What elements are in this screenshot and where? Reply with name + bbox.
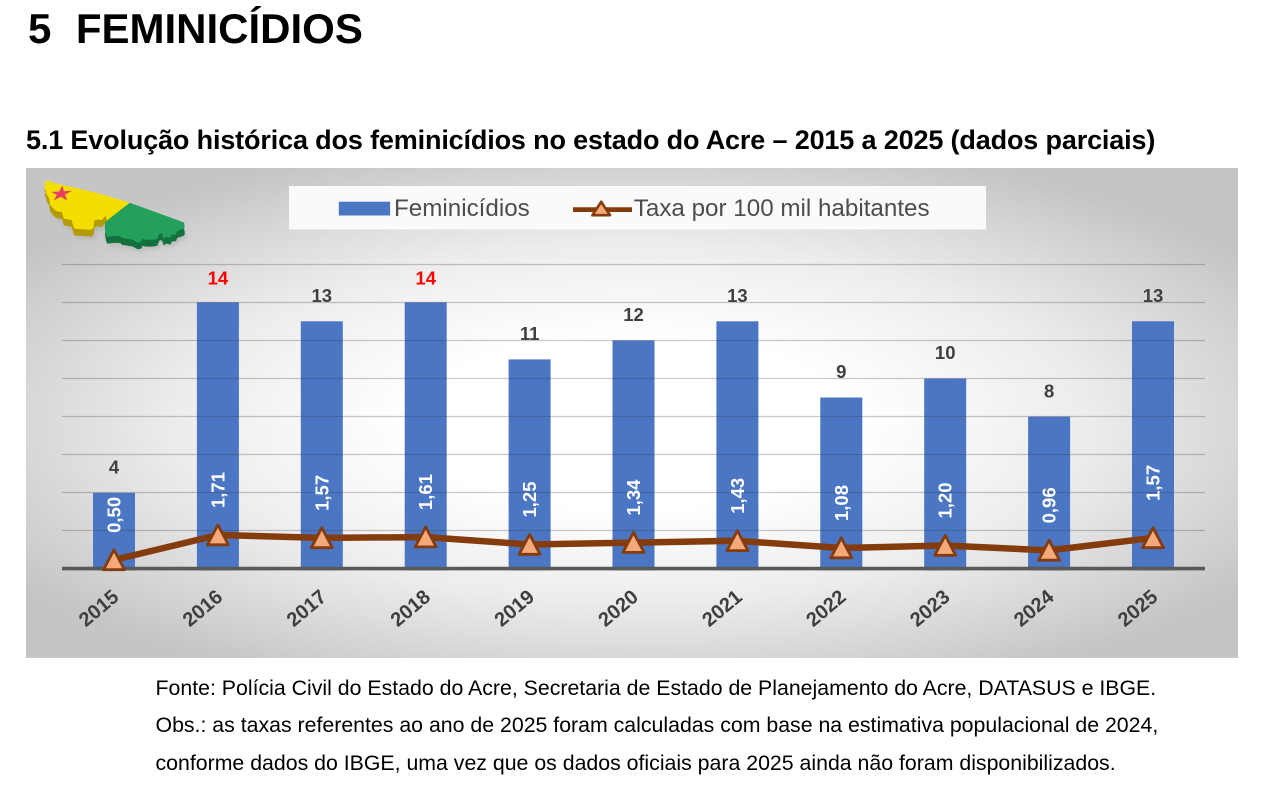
- svg-text:2016: 2016: [179, 586, 227, 631]
- svg-text:0,96: 0,96: [1039, 487, 1060, 523]
- svg-text:11: 11: [520, 323, 540, 344]
- svg-text:1,34: 1,34: [623, 479, 644, 516]
- svg-text:1,71: 1,71: [207, 472, 228, 508]
- svg-text:2017: 2017: [283, 586, 331, 631]
- svg-text:13: 13: [1143, 285, 1164, 306]
- svg-text:14: 14: [208, 268, 229, 289]
- svg-text:Taxa por 100 mil habitantes: Taxa por 100 mil habitantes: [634, 195, 930, 222]
- svg-text:1,61: 1,61: [415, 474, 436, 510]
- svg-text:2025: 2025: [1114, 586, 1162, 631]
- svg-text:0,50: 0,50: [104, 497, 125, 533]
- svg-text:2023: 2023: [906, 586, 954, 631]
- svg-text:2019: 2019: [491, 586, 539, 631]
- svg-text:1,20: 1,20: [935, 482, 956, 518]
- svg-text:1,57: 1,57: [1143, 465, 1164, 501]
- svg-text:12: 12: [623, 304, 644, 325]
- svg-text:8: 8: [1044, 380, 1054, 401]
- svg-text:4: 4: [109, 457, 120, 478]
- svg-text:2024: 2024: [1010, 585, 1059, 631]
- svg-text:2020: 2020: [594, 586, 642, 631]
- svg-text:2022: 2022: [802, 586, 850, 631]
- svg-text:2015: 2015: [75, 586, 123, 631]
- svg-text:2021: 2021: [698, 586, 746, 631]
- svg-text:2018: 2018: [387, 586, 435, 631]
- svg-text:1,08: 1,08: [831, 485, 852, 521]
- svg-text:14: 14: [415, 268, 436, 289]
- svg-text:1,43: 1,43: [727, 478, 748, 514]
- svg-text:13: 13: [727, 285, 748, 306]
- svg-text:1,25: 1,25: [519, 481, 540, 517]
- svg-text:10: 10: [935, 342, 956, 363]
- svg-text:Feminicídios: Feminicídios: [394, 195, 530, 222]
- svg-text:13: 13: [312, 285, 333, 306]
- svg-text:1,57: 1,57: [311, 475, 332, 511]
- svg-text:9: 9: [836, 361, 846, 382]
